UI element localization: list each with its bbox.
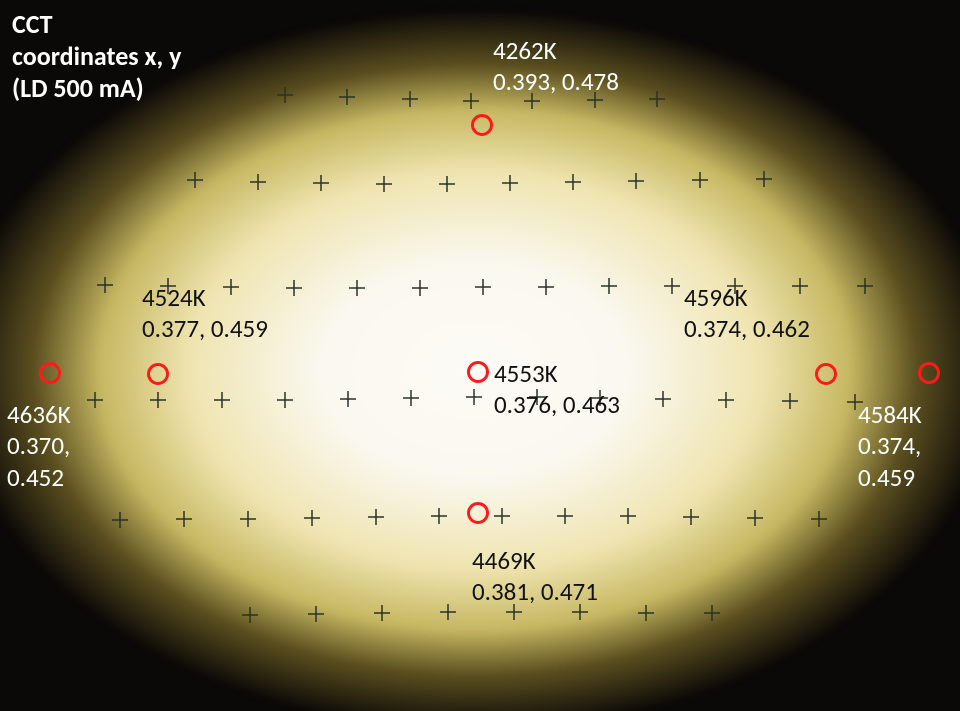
grid-cross bbox=[308, 606, 324, 622]
grid-cross bbox=[187, 172, 203, 188]
grid-cross bbox=[475, 279, 491, 295]
grid-cross bbox=[214, 392, 230, 408]
grid-cross bbox=[756, 171, 772, 187]
grid-cross bbox=[402, 91, 418, 107]
grid-cross bbox=[376, 176, 392, 192]
grid-cross bbox=[340, 391, 356, 407]
grid-cross bbox=[374, 605, 390, 621]
grid-cross bbox=[857, 278, 873, 294]
measurement-ring-center bbox=[467, 361, 489, 383]
grid-cross bbox=[502, 175, 518, 191]
measurement-ring-top bbox=[471, 114, 493, 136]
grid-cross bbox=[538, 279, 554, 295]
grid-cross bbox=[664, 278, 680, 294]
grid-cross bbox=[782, 393, 798, 409]
measurement-label-right-far: 4584K 0.374, 0.459 bbox=[858, 399, 922, 493]
grid-cross bbox=[692, 172, 708, 188]
measurement-ring-left-inner bbox=[147, 363, 169, 385]
grid-cross bbox=[704, 605, 720, 621]
grid-cross bbox=[565, 174, 581, 190]
grid-cross bbox=[112, 512, 128, 528]
grid-cross bbox=[638, 605, 654, 621]
grid-cross bbox=[620, 508, 636, 524]
grid-cross bbox=[277, 392, 293, 408]
grid-cross bbox=[313, 175, 329, 191]
grid-cross bbox=[649, 91, 665, 107]
measurement-ring-left-far bbox=[39, 362, 61, 384]
grid-cross bbox=[349, 280, 365, 296]
grid-cross bbox=[304, 510, 320, 526]
grid-cross bbox=[97, 277, 113, 293]
grid-cross bbox=[176, 511, 192, 527]
grid-cross bbox=[463, 93, 479, 109]
measurement-ring-right-inner bbox=[815, 363, 837, 385]
grid-cross bbox=[655, 391, 671, 407]
grid-cross bbox=[440, 604, 456, 620]
measurement-ring-bottom bbox=[467, 502, 489, 524]
measurement-label-top: 4262K 0.393, 0.478 bbox=[493, 35, 619, 98]
grid-cross bbox=[747, 510, 763, 526]
grid-cross bbox=[242, 607, 258, 623]
grid-cross bbox=[683, 509, 699, 525]
grid-cross bbox=[811, 511, 827, 527]
measurement-label-center: 4553K 0.376, 0.463 bbox=[494, 358, 620, 421]
grid-cross bbox=[601, 278, 617, 294]
grid-cross bbox=[250, 174, 266, 190]
grid-cross bbox=[439, 176, 455, 192]
grid-cross bbox=[286, 280, 302, 296]
grid-cross bbox=[494, 508, 510, 524]
grid-cross bbox=[628, 173, 644, 189]
grid-cross bbox=[87, 392, 103, 408]
grid-cross bbox=[718, 392, 734, 408]
grid-cross bbox=[557, 508, 573, 524]
measurement-ring-right-far bbox=[918, 362, 940, 384]
measurement-label-left-far: 4636K 0.370, 0.452 bbox=[7, 399, 71, 493]
measurement-label-right-inner: 4596K 0.374, 0.462 bbox=[684, 282, 810, 345]
measurement-label-left-inner: 4524K 0.377, 0.459 bbox=[142, 282, 268, 345]
grid-cross bbox=[403, 390, 419, 406]
grid-cross bbox=[240, 511, 256, 527]
grid-cross bbox=[412, 280, 428, 296]
grid-cross bbox=[339, 89, 355, 105]
stage: 4262K 0.393, 0.478 4636K 0.370, 0.452 4524… bbox=[0, 0, 960, 711]
title-block: CCT coordinates x, y (LD 500 mA) bbox=[12, 8, 181, 104]
grid-cross bbox=[150, 392, 166, 408]
measurement-label-bottom: 4469K 0.381, 0.471 bbox=[472, 545, 598, 608]
grid-cross bbox=[368, 509, 384, 525]
grid-cross bbox=[277, 87, 293, 103]
grid-cross bbox=[431, 508, 447, 524]
grid-cross bbox=[466, 389, 482, 405]
